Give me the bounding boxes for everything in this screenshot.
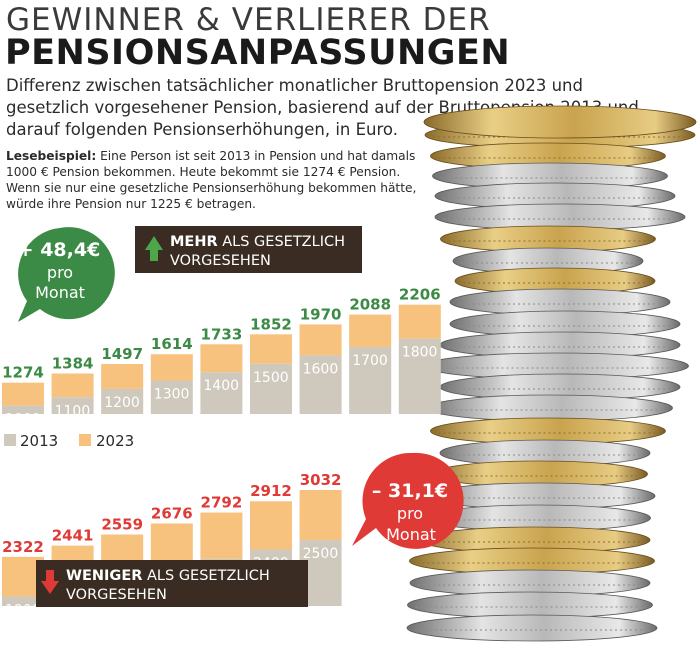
label-2013-winner-4: 1300 bbox=[154, 387, 190, 403]
loser-banner-line2: VORGESEHEN bbox=[66, 587, 167, 603]
label-2023-winner-5: 1733 bbox=[201, 325, 243, 343]
label-2013-winner-7: 1600 bbox=[303, 361, 339, 377]
bar-2023-winner-5 bbox=[200, 344, 243, 373]
label-2013-winner-1: 1000 bbox=[5, 412, 41, 428]
loser-banner-bold: WENIGER bbox=[66, 568, 142, 584]
loser-bubble-monat: Monat bbox=[386, 525, 436, 544]
label-2023-loser-6: 2912 bbox=[250, 482, 292, 500]
winner-bubble-value: + 48,4€ bbox=[18, 239, 101, 261]
bar-2023-loser-7 bbox=[299, 489, 342, 541]
label-2023-loser-3: 2559 bbox=[101, 516, 143, 534]
reading-example-label: Lesebeispiel: bbox=[6, 149, 97, 163]
bar-2023-winner-2 bbox=[51, 373, 94, 398]
label-2023-loser-4: 2676 bbox=[151, 504, 193, 522]
winner-banner bbox=[135, 226, 362, 273]
bar-2013-loser-1 bbox=[2, 596, 44, 606]
winner-bubble-pro: pro bbox=[47, 263, 73, 282]
label-2023-loser-1: 2322 bbox=[2, 538, 44, 556]
bar-2013-winner-2 bbox=[51, 397, 94, 414]
bar-2013-winner-6 bbox=[250, 363, 292, 414]
title-line1: GEWINNER & VERLIERER DER bbox=[6, 2, 491, 38]
bar-2023-loser-6 bbox=[250, 501, 292, 550]
label-2023-winner-4: 1614 bbox=[151, 335, 193, 353]
loser-banner-rest: ALS GESETZLICH bbox=[142, 568, 269, 584]
bar-2013-winner-4 bbox=[150, 380, 193, 414]
label-2023-loser-5: 2792 bbox=[201, 494, 243, 512]
winner-bubble-monat: Monat bbox=[35, 283, 85, 302]
bar-2023-loser-5 bbox=[200, 512, 243, 559]
bar-2023-winner-7 bbox=[299, 324, 342, 356]
label-2013-winner-2: 1100 bbox=[55, 403, 91, 419]
bar-2023-winner-8 bbox=[349, 314, 392, 348]
arrow-up-icon bbox=[145, 236, 163, 261]
bar-2023-winner-1 bbox=[2, 382, 44, 406]
loser-bubble-value: – 31,1€ bbox=[372, 480, 448, 502]
label-2023-winner-9: 2206 bbox=[399, 286, 441, 304]
label-2023-loser-2: 2441 bbox=[52, 527, 94, 545]
loser-bubble bbox=[352, 452, 464, 549]
reading-example-text: Eine Person ist seit 2013 in Pension und… bbox=[6, 149, 417, 211]
legend-2023-swatch bbox=[79, 434, 91, 446]
label-2023-loser-7: 3032 bbox=[300, 471, 342, 489]
label-2013-winner-9: 1800 bbox=[402, 345, 438, 361]
legend-2023-label: 2023 bbox=[96, 432, 134, 450]
coin-stack-image bbox=[406, 105, 697, 642]
legend-2013-label: 2013 bbox=[20, 432, 58, 450]
bar-2013-winner-5 bbox=[200, 372, 243, 414]
bar-2023-winner-3 bbox=[101, 364, 144, 389]
label-2013-loser-7: 2500 bbox=[303, 546, 339, 562]
bar-2013-winner-8 bbox=[349, 347, 392, 414]
bar-2023-winner-4 bbox=[150, 354, 193, 381]
label-2013-winner-3: 1200 bbox=[104, 395, 140, 411]
winner-banner-line1: MEHR ALS GESETZLICH bbox=[170, 234, 345, 250]
winner-banner-bold: MEHR bbox=[170, 234, 218, 250]
loser-banner-line1: WENIGER ALS GESETZLICH bbox=[66, 568, 270, 584]
loser-bubble-pro: pro bbox=[397, 504, 423, 523]
bar-2013-winner-9 bbox=[398, 338, 441, 414]
label-2013-loser-1: 1900 bbox=[5, 603, 41, 619]
winner-bubble bbox=[18, 227, 115, 322]
bar-2013-winner-3 bbox=[101, 388, 144, 414]
bar-2023-winner-9 bbox=[398, 304, 441, 339]
bar-2013-winner-1 bbox=[2, 405, 44, 414]
label-2023-winner-1: 1274 bbox=[2, 364, 44, 382]
winner-banner-line2: VORGESEHEN bbox=[170, 253, 271, 269]
label-2023-winner-2: 1384 bbox=[52, 354, 94, 372]
label-2013-winner-5: 1400 bbox=[203, 378, 239, 394]
reading-example: Lesebeispiel: Eine Person ist seit 2013 … bbox=[6, 148, 426, 212]
winner-banner-rest: ALS GESETZLICH bbox=[218, 234, 345, 250]
label-2023-winner-8: 2088 bbox=[349, 296, 391, 314]
title-line2: PENSIONSANPASSUNGEN bbox=[5, 33, 511, 73]
arrow-down-icon bbox=[41, 570, 59, 594]
bar-2013-winner-7 bbox=[299, 355, 342, 414]
label-2013-winner-6: 1500 bbox=[253, 370, 289, 386]
label-2013-winner-8: 1700 bbox=[352, 353, 388, 369]
label-2023-winner-3: 1497 bbox=[101, 345, 143, 363]
label-2023-winner-6: 1852 bbox=[250, 315, 292, 333]
bar-2023-winner-6 bbox=[250, 334, 292, 364]
label-2023-winner-7: 1970 bbox=[300, 305, 342, 323]
legend-2013-swatch bbox=[4, 434, 16, 446]
loser-banner bbox=[36, 560, 308, 607]
